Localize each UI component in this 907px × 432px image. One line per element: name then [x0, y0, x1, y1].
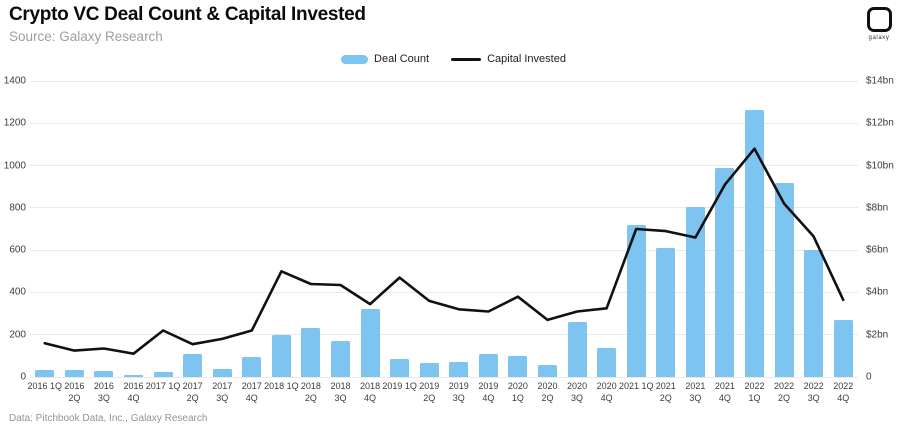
deal-count-bar	[685, 206, 705, 377]
right-axis-tick: $2bn	[866, 329, 889, 341]
galaxy-logo: galaxy	[862, 7, 896, 41]
x-axis-tick: 2016 2Q	[64, 381, 85, 403]
x-axis-tick: 2016 3Q	[93, 381, 114, 403]
gridline	[30, 122, 858, 124]
deal-count-bar	[94, 370, 114, 377]
left-axis-tick: 800	[9, 202, 26, 214]
x-axis-tick: 2022 2Q	[774, 381, 795, 403]
right-axis-tick: $6bn	[866, 244, 889, 256]
deal-count-bar	[449, 361, 469, 377]
deal-count-bar	[419, 362, 439, 377]
capital-invested-line-icon	[451, 57, 482, 61]
x-axis-tick: 2021 3Q	[685, 381, 706, 403]
source-subtitle: Source: Galaxy Research	[9, 29, 163, 44]
deal-count-bar	[478, 353, 498, 377]
x-axis-tick: 2018 3Q	[330, 381, 351, 403]
deal-count-swatch-icon	[341, 54, 369, 64]
deal-count-bar	[124, 375, 143, 377]
x-axis-tick: 2020 4Q	[596, 381, 617, 403]
deal-count-bar	[538, 365, 557, 377]
left-axis-tick: 0	[20, 371, 26, 383]
deal-count-bar	[833, 320, 853, 377]
deal-count-bar	[804, 250, 824, 377]
x-axis-tick: 2016 4Q	[123, 381, 144, 403]
deal-count-bar	[656, 248, 676, 377]
x-axis-tick: 2019 2Q	[419, 381, 440, 403]
legend-label: Deal Count	[374, 53, 430, 65]
right-axis-tick: $8bn	[866, 202, 889, 214]
gridline	[30, 165, 858, 167]
left-axis-tick: 600	[9, 244, 26, 256]
deal-count-bar	[715, 168, 735, 377]
galaxy-logo-caption: galaxy	[868, 35, 890, 41]
x-axis-tick: 2022 1Q	[744, 381, 765, 403]
capital-invested-polyline	[43, 147, 845, 356]
capital-invested-line	[43, 147, 845, 356]
right-axis-tick: 0	[866, 371, 872, 383]
chart-legend: Deal Count Capital Invested	[0, 53, 907, 65]
x-axis-tick: 2021 2Q	[655, 381, 676, 403]
left-axis-tick: 1000	[3, 160, 26, 172]
legend-item-line: Capital Invested	[451, 53, 566, 65]
deal-count-bar	[567, 322, 587, 377]
gridline	[30, 80, 858, 82]
left-axis-tick: 1200	[3, 117, 26, 129]
right-axis-tick: $10bn	[866, 160, 894, 172]
legend-item-bar: Deal Count	[341, 53, 429, 65]
deal-count-bar	[64, 369, 84, 377]
x-axis-tick: 2021 4Q	[714, 381, 735, 403]
right-axis-tick: $14bn	[866, 75, 894, 87]
gridline	[30, 249, 858, 251]
right-axis-tick: $12bn	[866, 117, 894, 129]
x-axis-tick: 2021 1Q	[618, 381, 654, 391]
x-axis-tick: 2018 2Q	[300, 381, 321, 403]
gridline	[30, 334, 858, 336]
x-axis-tick: 2017 2Q	[182, 381, 203, 403]
deal-count-bar	[774, 182, 794, 377]
x-axis-tick: 2018 4Q	[360, 381, 381, 403]
deal-count-bar	[390, 359, 410, 377]
deal-count-bar	[331, 341, 350, 377]
x-axis-tick: 2022 3Q	[803, 381, 824, 403]
gridline	[30, 207, 858, 209]
plot-area	[30, 80, 858, 378]
deal-count-bar	[35, 369, 55, 377]
x-axis-tick: 2020 1Q	[507, 381, 528, 403]
galaxy-logo-icon	[866, 7, 892, 32]
deal-count-bar	[212, 368, 232, 377]
left-axis-tick: 1400	[3, 75, 26, 87]
deal-count-bar	[153, 372, 173, 377]
x-axis-tick: 2019 3Q	[448, 381, 469, 403]
x-axis-tick: 2019 1Q	[382, 381, 417, 391]
page-title: Crypto VC Deal Count & Capital Invested	[9, 4, 366, 25]
deal-count-bar	[745, 109, 764, 377]
x-axis-tick: 2020 3Q	[567, 381, 588, 403]
x-axis-tick: 2017 4Q	[241, 381, 262, 403]
gridline	[30, 376, 858, 378]
left-axis-tick: 200	[9, 329, 26, 341]
x-axis-tick: 2017 3Q	[212, 381, 233, 403]
deal-count-bar	[508, 356, 528, 377]
gridline	[30, 291, 858, 293]
deal-count-bar	[597, 347, 617, 377]
deal-count-bar	[183, 354, 203, 377]
left-axis-tick: 400	[9, 286, 26, 298]
right-axis-tick: $4bn	[866, 286, 889, 298]
x-axis-tick: 2022 4Q	[833, 381, 854, 403]
x-axis-tick: 2020 2Q	[537, 381, 558, 403]
data-credit: Data: Pitchbook Data, Inc., Galaxy Resea…	[9, 413, 208, 424]
x-axis-tick: 2019 4Q	[478, 381, 499, 403]
deal-count-bar	[360, 309, 380, 377]
deal-count-bar	[271, 334, 291, 377]
legend-label: Capital Invested	[487, 53, 566, 65]
deal-count-bar	[626, 225, 646, 377]
deal-count-bar	[301, 328, 321, 377]
x-axis-tick: 2016 1Q	[27, 381, 63, 391]
deal-count-bar	[242, 356, 262, 377]
x-axis-tick: 2018 1Q	[264, 381, 299, 391]
x-axis-tick: 2017 1Q	[145, 381, 181, 391]
